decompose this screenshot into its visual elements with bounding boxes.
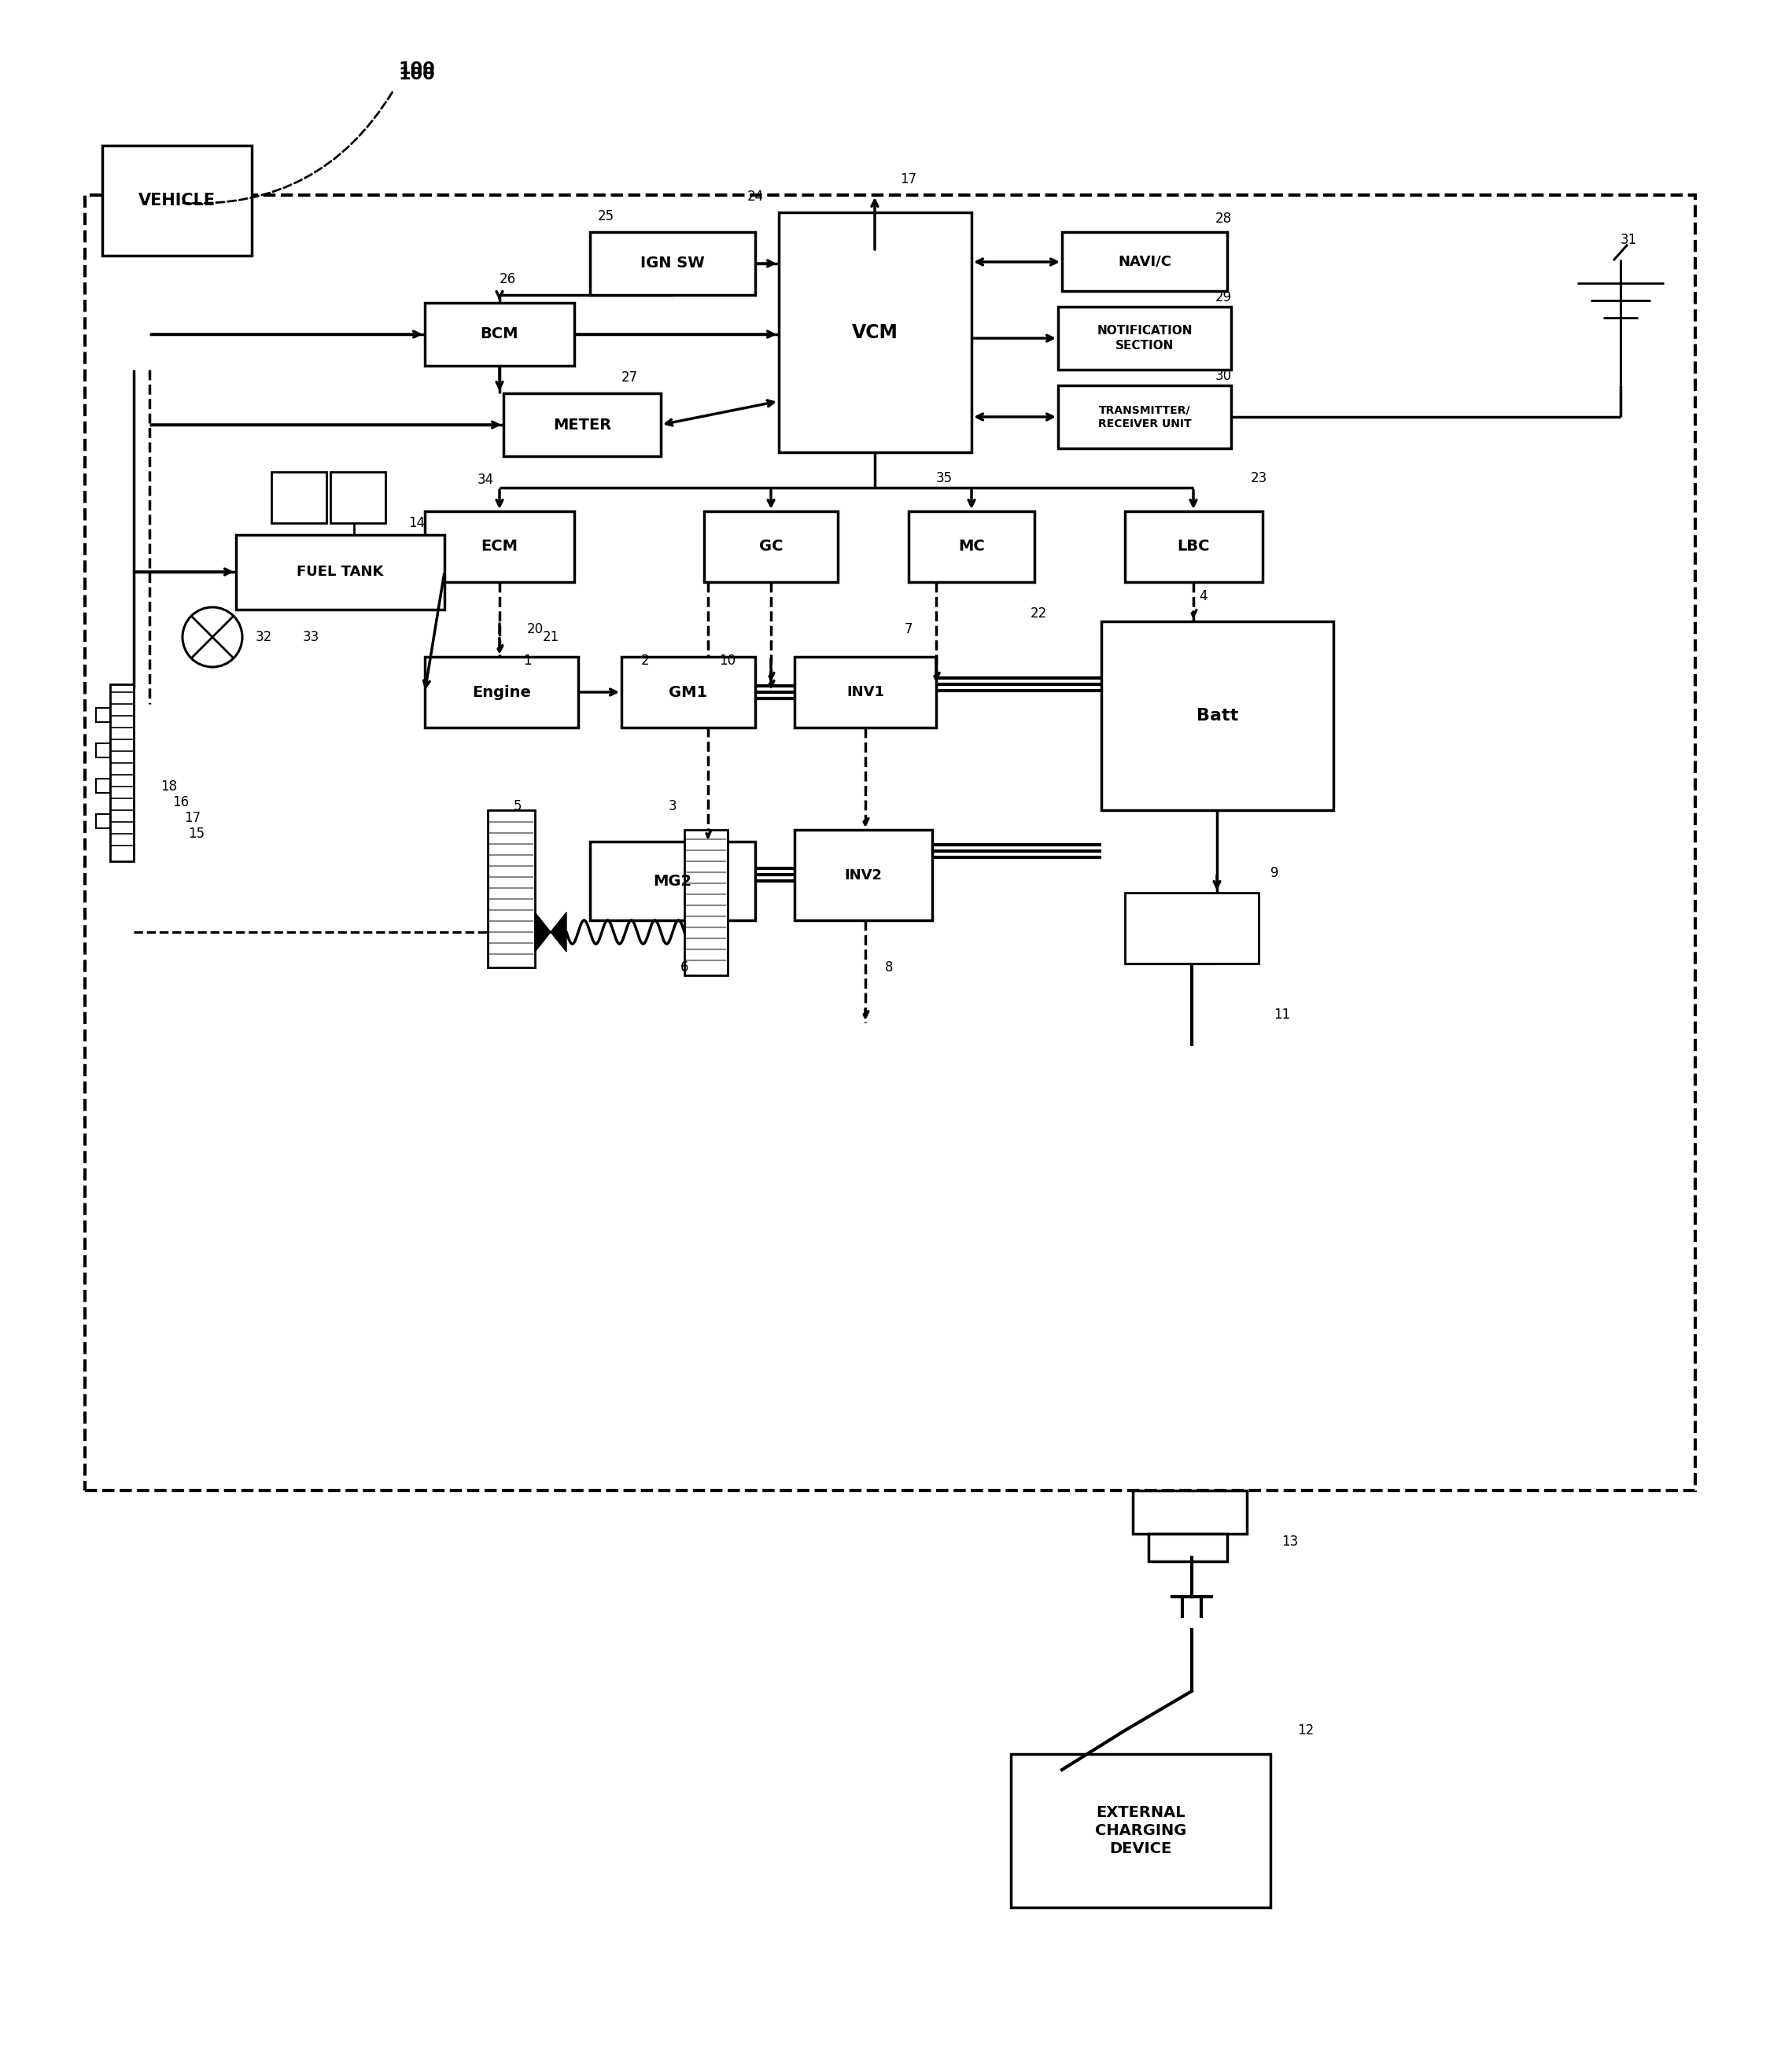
Text: 1: 1 xyxy=(523,654,530,667)
Text: MG2: MG2 xyxy=(654,874,692,888)
Bar xyxy=(909,512,1034,582)
Bar xyxy=(102,145,251,255)
Text: 33: 33 xyxy=(303,630,319,644)
Text: 32: 32 xyxy=(254,630,272,644)
Bar xyxy=(84,195,1695,1491)
Text: 31: 31 xyxy=(1620,232,1636,246)
Text: 24: 24 xyxy=(747,191,763,203)
Text: ECM: ECM xyxy=(480,538,518,555)
Bar xyxy=(425,512,573,582)
Bar xyxy=(504,393,661,456)
Text: NAVI/C: NAVI/C xyxy=(1118,255,1172,269)
Bar xyxy=(590,841,754,920)
Text: FUEL TANK: FUEL TANK xyxy=(297,565,383,580)
Bar xyxy=(794,657,935,727)
Text: NOTIFICATION
SECTION: NOTIFICATION SECTION xyxy=(1097,325,1192,352)
Bar xyxy=(1011,1754,1271,1907)
Bar xyxy=(794,830,932,920)
Text: INV1: INV1 xyxy=(846,686,883,700)
Text: 3: 3 xyxy=(668,799,677,814)
Bar xyxy=(1149,1535,1228,1562)
Text: LBC: LBC xyxy=(1177,538,1210,555)
Bar xyxy=(704,512,839,582)
Text: 8: 8 xyxy=(885,961,892,975)
Text: 6: 6 xyxy=(681,961,688,975)
Text: TRANSMITTER/
RECEIVER UNIT: TRANSMITTER/ RECEIVER UNIT xyxy=(1098,404,1192,429)
Text: 21: 21 xyxy=(543,630,559,644)
Text: GM1: GM1 xyxy=(668,686,708,700)
Text: 15: 15 xyxy=(188,826,204,841)
Bar xyxy=(1057,385,1231,447)
Text: EXTERNAL
CHARGING
DEVICE: EXTERNAL CHARGING DEVICE xyxy=(1095,1804,1186,1858)
Bar xyxy=(109,683,134,862)
Text: 100: 100 xyxy=(398,66,435,83)
Bar xyxy=(622,657,754,727)
Text: IGN SW: IGN SW xyxy=(640,257,704,271)
Text: 28: 28 xyxy=(1215,211,1231,226)
Text: 10: 10 xyxy=(719,654,737,667)
Text: 17: 17 xyxy=(900,172,918,186)
Bar xyxy=(1102,621,1333,810)
Bar xyxy=(425,657,579,727)
Bar xyxy=(97,743,109,758)
Bar xyxy=(425,302,573,367)
Text: BCM: BCM xyxy=(480,327,518,342)
Text: 29: 29 xyxy=(1215,290,1231,304)
Text: 7: 7 xyxy=(905,621,912,636)
Bar xyxy=(1057,307,1231,371)
Text: 16: 16 xyxy=(172,795,190,810)
Text: 14: 14 xyxy=(409,516,425,530)
Text: 5: 5 xyxy=(514,799,521,814)
Text: 34: 34 xyxy=(477,472,493,487)
Bar xyxy=(97,814,109,828)
Bar xyxy=(1133,1491,1247,1535)
Text: 18: 18 xyxy=(161,779,177,793)
Text: Batt: Batt xyxy=(1197,708,1238,723)
Text: 20: 20 xyxy=(527,621,543,636)
Bar xyxy=(1063,232,1228,292)
Text: VCM: VCM xyxy=(851,323,898,342)
Text: 22: 22 xyxy=(1030,607,1047,621)
Bar xyxy=(237,534,444,609)
Bar xyxy=(1125,512,1263,582)
Bar xyxy=(1125,893,1258,963)
Text: 23: 23 xyxy=(1251,470,1267,485)
Text: VEHICLE: VEHICLE xyxy=(138,193,215,209)
Text: 27: 27 xyxy=(622,371,638,385)
Bar xyxy=(330,472,385,524)
Text: 13: 13 xyxy=(1281,1535,1299,1549)
Text: 17: 17 xyxy=(185,812,201,824)
Bar xyxy=(780,213,971,451)
Text: METER: METER xyxy=(554,416,611,433)
Text: 30: 30 xyxy=(1215,369,1231,383)
Text: 26: 26 xyxy=(500,271,516,286)
Text: INV2: INV2 xyxy=(844,868,882,882)
Text: 35: 35 xyxy=(935,470,952,485)
Bar xyxy=(97,708,109,723)
Text: MC: MC xyxy=(959,538,986,555)
Polygon shape xyxy=(536,913,566,953)
Text: 2: 2 xyxy=(642,654,649,667)
Text: 12: 12 xyxy=(1297,1723,1314,1738)
Text: 9: 9 xyxy=(1271,866,1278,880)
Text: GC: GC xyxy=(760,538,783,555)
Bar xyxy=(271,472,326,524)
Bar xyxy=(97,779,109,793)
Bar xyxy=(590,232,754,294)
Bar xyxy=(487,810,536,967)
Text: 100: 100 xyxy=(398,62,435,77)
Text: Engine: Engine xyxy=(471,686,530,700)
Text: 25: 25 xyxy=(597,209,615,224)
Text: 4: 4 xyxy=(1199,588,1208,603)
Bar xyxy=(685,830,728,975)
Text: 11: 11 xyxy=(1274,1009,1290,1021)
